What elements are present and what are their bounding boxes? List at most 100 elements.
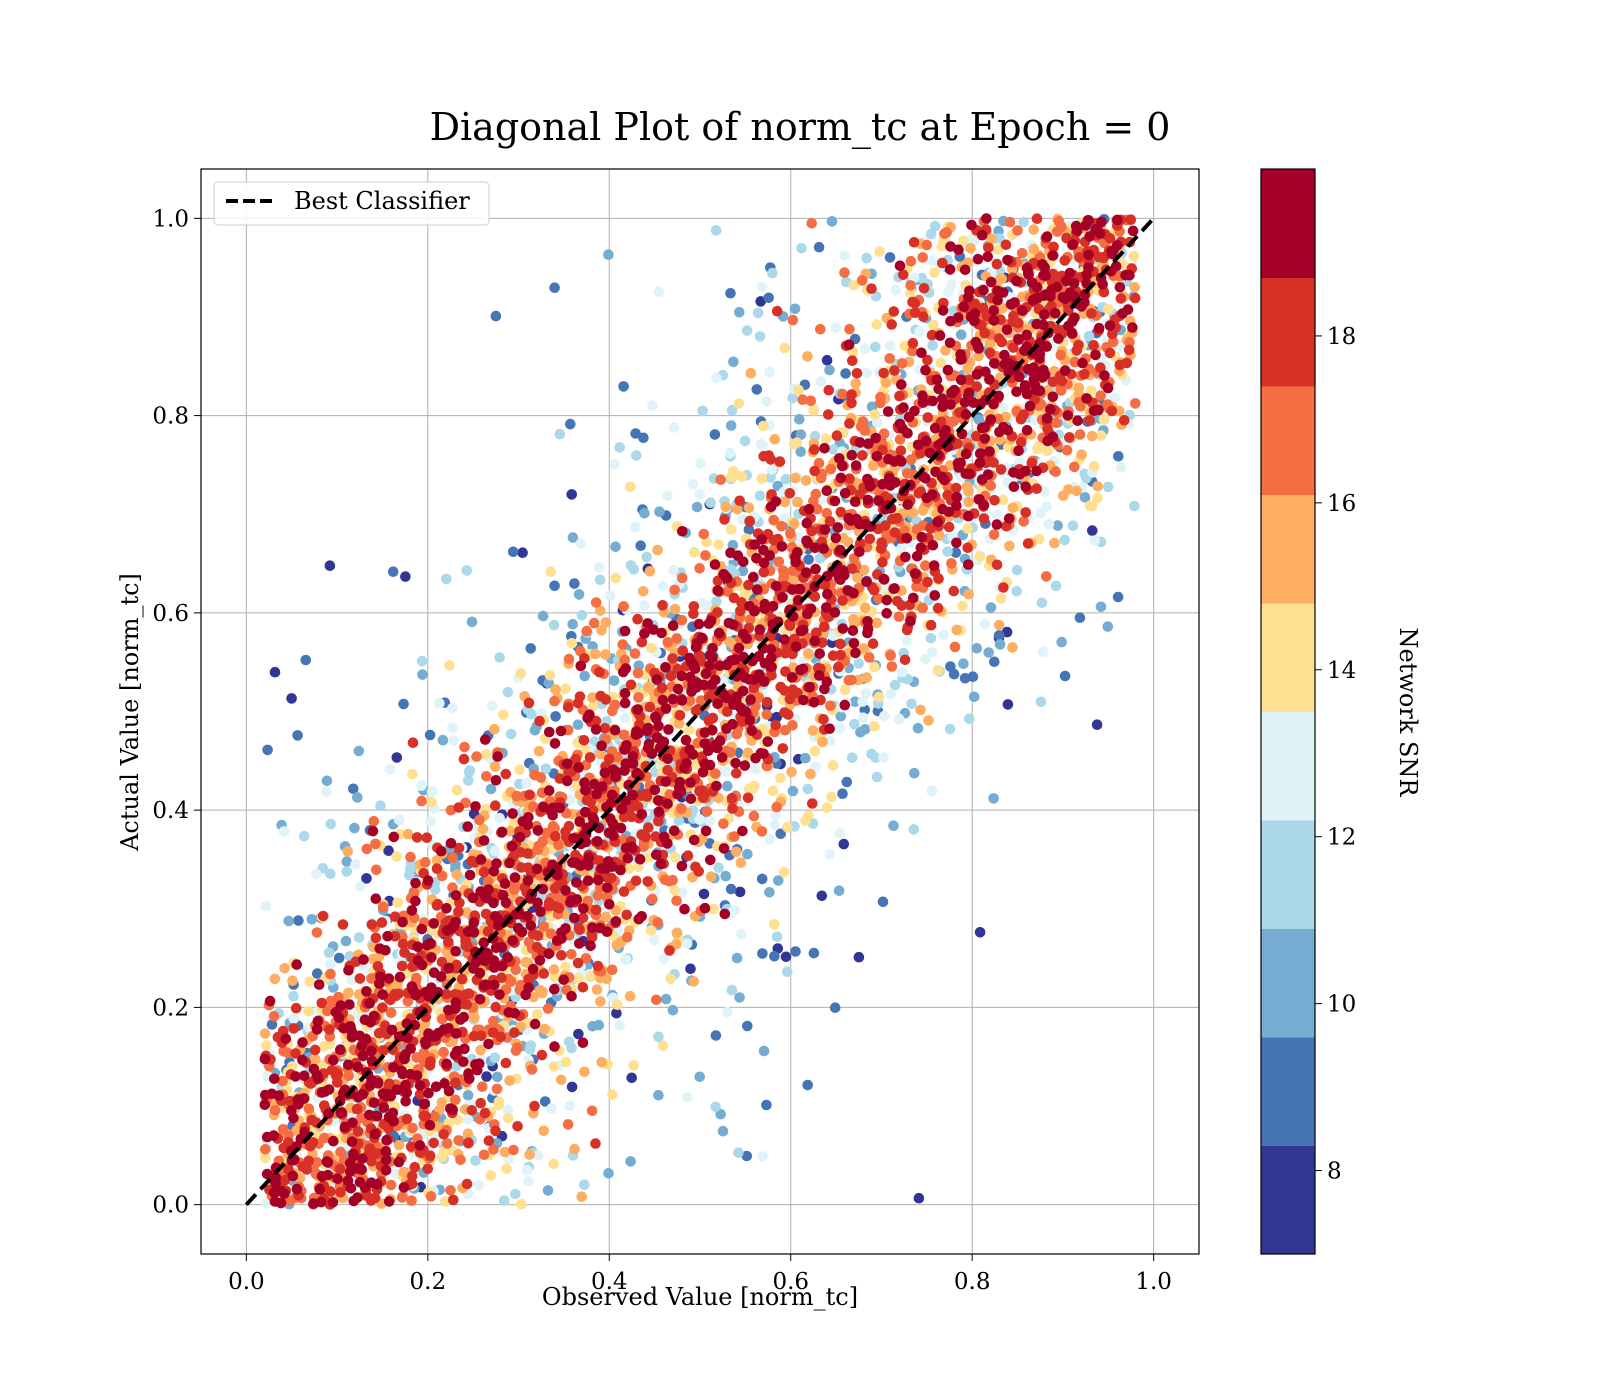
scatter-point [859,602,871,614]
scatter-point [383,973,395,984]
scatter-point [377,989,389,1000]
scatter-point [309,1044,321,1056]
scatter-point [770,809,782,821]
scatter-point [1089,535,1100,546]
scatter-point [303,1103,315,1114]
scatter-point [694,489,705,500]
scatter-point [993,390,1005,402]
scatter-point [844,473,855,485]
scatter-point [438,1129,450,1140]
scatter-point [286,693,297,704]
scatter-point [901,533,913,544]
scatter-point [636,809,648,820]
scatter-point [1083,330,1095,342]
scatter-point [567,618,578,630]
scatter-point [767,785,779,797]
scatter-point [827,760,839,771]
scatter-point [406,1195,417,1206]
scatter-point [790,472,801,484]
scatter-point [901,468,913,479]
scatter-point [840,368,851,379]
scatter-point [918,283,930,294]
scatter-point [482,876,494,887]
scatter-point [645,925,657,936]
scatter-point [969,299,981,310]
scatter-point [943,521,955,533]
scatter-point [1114,359,1126,371]
scatter-point [921,239,933,251]
scatter-point [409,1161,421,1173]
scatter-point [963,510,974,522]
scatter-point [600,911,612,923]
scatter-point [448,735,459,746]
scatter-point [288,990,299,1002]
scatter-point [1080,220,1091,231]
scatter-point [807,725,819,736]
scatter-point [968,691,980,703]
scatter-point [880,520,891,531]
scatter-point [829,1002,841,1013]
scatter-point [731,846,742,858]
scatter-point [868,460,879,472]
scatter-point [608,675,620,686]
scatter-point [960,448,972,460]
scatter-point [979,618,990,630]
scatter-point [914,326,925,337]
scatter-point [361,873,372,884]
scatter-point [1088,340,1099,351]
scatter-point [974,448,986,459]
scatter-point [489,845,501,857]
scatter-point [752,307,764,319]
scatter-point [393,814,405,826]
scatter-point [790,641,802,653]
scatter-point [671,895,682,907]
scatter-point [707,642,718,654]
scatter-point [517,547,528,558]
scatter-point [1031,483,1042,495]
scatter-point [821,802,833,813]
scatter-point [779,707,790,718]
scatter-point [350,859,361,870]
scatter-point [569,578,580,589]
scatter-point [999,358,1011,370]
scatter-point [489,761,501,772]
scatter-point [1052,324,1063,335]
scatter-point [399,947,410,958]
scatter-point [688,834,700,846]
scatter-point [488,1144,499,1155]
scatter-point [398,698,409,710]
scatter-point [283,1137,294,1148]
scatter-point [777,743,789,754]
scatter-point [881,529,892,540]
scatter-point [563,820,575,832]
scatter-point [795,429,807,440]
scatter-point [324,1024,335,1035]
scatter-point [541,827,553,839]
scatter-point [278,1046,289,1057]
scatter-point [877,896,889,908]
scatter-point [542,1185,554,1196]
scatter-point [736,597,747,608]
scatter-point [319,1132,330,1144]
scatter-point [481,1071,492,1082]
scatter-point [614,442,625,453]
scatter-point [349,822,360,834]
scatter-point [1129,292,1141,304]
scatter-point [784,488,796,499]
scatter-point [1002,254,1013,266]
scatter-point [925,522,936,534]
scatter-point [1055,349,1067,361]
scatter-point [345,1166,356,1177]
scatter-point [742,848,753,860]
scatter-point [844,418,855,429]
scatter-point [461,565,473,576]
scatter-point [565,418,576,430]
scatter-point [984,446,995,457]
scatter-point [332,1173,343,1185]
scatter-point [792,687,803,699]
scatter-point [722,780,733,792]
scatter-point [1061,445,1073,456]
scatter-point [383,1196,395,1207]
scatter-point [715,1108,726,1120]
scatter-point [1041,501,1052,512]
